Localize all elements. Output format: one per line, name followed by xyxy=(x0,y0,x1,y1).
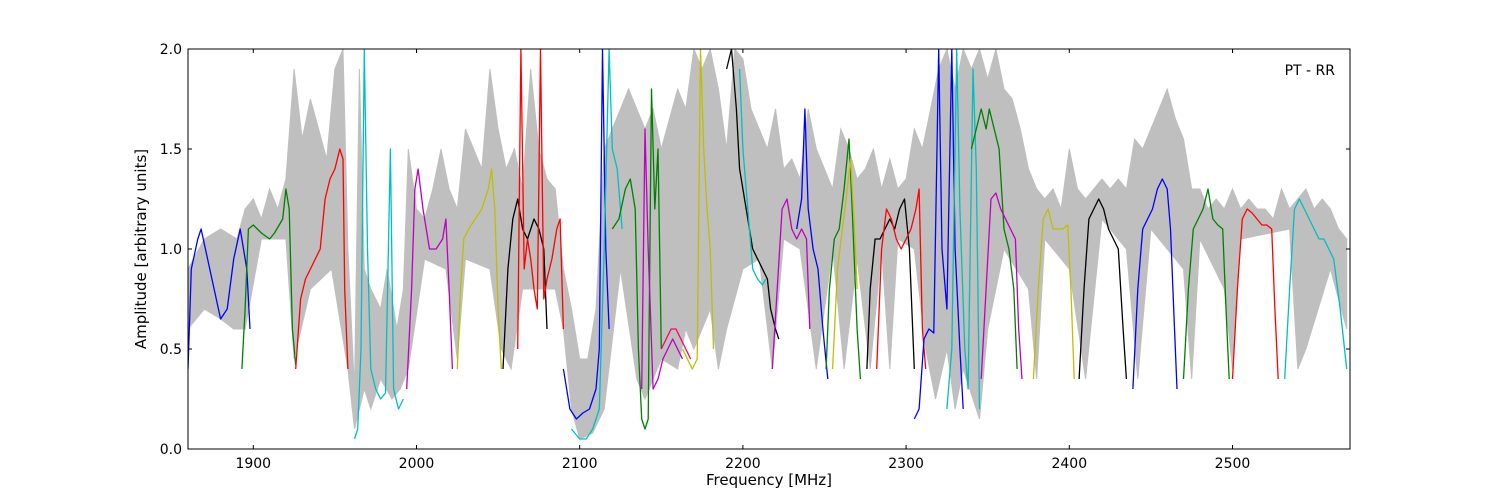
series-line-18 xyxy=(796,108,829,380)
y-tick-label: 2.0 xyxy=(160,42,182,58)
series-line-31 xyxy=(1231,208,1279,380)
series-line-8 xyxy=(517,49,565,350)
series-line-9 xyxy=(562,49,610,420)
y-axis-label: Amplitude [arbitrary units] xyxy=(132,149,150,349)
series-line-15 xyxy=(725,49,780,340)
series-line-7 xyxy=(502,198,548,370)
axis-ticks: 1900 2000 2100 2200 2300 2400 2500 0.0 0.5 1.0 1.5… xyxy=(160,42,1350,472)
series-line-23 xyxy=(913,49,964,420)
series-line-25 xyxy=(970,108,1018,370)
series-line-5 xyxy=(406,168,454,390)
series-line-4 xyxy=(353,49,404,440)
plot-area xyxy=(188,49,1348,440)
x-tick-label: 2300 xyxy=(888,456,924,472)
series-line-19 xyxy=(825,138,862,380)
series-line-20 xyxy=(831,158,858,370)
y-tick-label: 1.0 xyxy=(160,242,182,258)
series-line-29 xyxy=(1132,178,1178,390)
x-tick-label: 2400 xyxy=(1051,456,1087,472)
series-line-28 xyxy=(1078,198,1128,380)
series-line-16 xyxy=(738,68,767,286)
series-line-13 xyxy=(660,328,692,360)
series-line-2 xyxy=(241,188,297,370)
series-line-10 xyxy=(570,49,623,440)
series-line-1 xyxy=(188,228,251,370)
x-tick-label: 1900 xyxy=(235,456,271,472)
x-tick-label: 2500 xyxy=(1215,456,1251,472)
series-line-26 xyxy=(980,192,1023,380)
series-line-11 xyxy=(611,88,662,430)
series-line-12 xyxy=(641,128,684,390)
series-line-17 xyxy=(771,198,811,370)
series-line-14 xyxy=(681,49,715,370)
x-tick-label: 2000 xyxy=(399,456,435,472)
x-tick-label: 2200 xyxy=(725,456,761,472)
series-line-32 xyxy=(1284,198,1348,380)
y-tick-label: 1.5 xyxy=(160,142,182,158)
chart-annotation: PT - RR xyxy=(1285,63,1336,79)
series-line-6 xyxy=(456,168,502,370)
x-tick-label: 2100 xyxy=(562,456,598,472)
y-tick-label: 0.5 xyxy=(160,342,182,358)
series-line-30 xyxy=(1182,188,1230,380)
y-tick-label: 0.0 xyxy=(160,442,182,458)
series-line-3 xyxy=(295,148,349,370)
series-line-27 xyxy=(1032,208,1075,380)
series-line-21 xyxy=(866,198,915,370)
envelope-band xyxy=(188,49,1348,440)
series-line-22 xyxy=(876,188,927,370)
x-axis-label: Frequency [MHz] xyxy=(706,471,832,489)
